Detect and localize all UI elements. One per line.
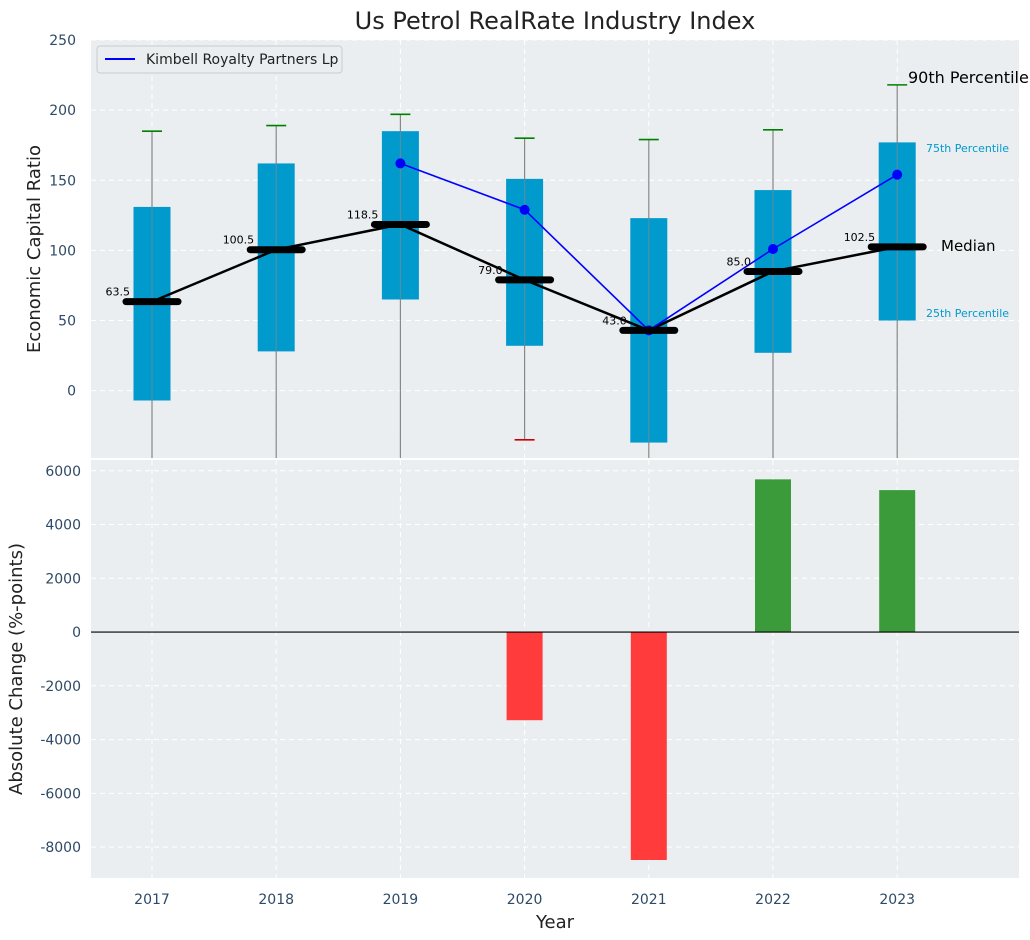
top-y-tick-label: 0 — [67, 384, 76, 400]
bottom-y-tick-label: -8000 — [40, 840, 81, 856]
series-point — [519, 204, 530, 215]
change-bar — [755, 479, 791, 633]
median-value-label: 118.5 — [347, 208, 379, 221]
x-tick-label: 2021 — [631, 892, 667, 908]
change-bar — [879, 490, 916, 633]
median-value-label: 43.0 — [602, 314, 627, 327]
series-point — [768, 244, 778, 254]
bottom-y-tick-label: -6000 — [40, 786, 81, 802]
top-y-tick-label: 250 — [49, 33, 76, 49]
x-tick-label: 2018 — [258, 892, 294, 908]
top-y-tick-label: 200 — [49, 103, 76, 119]
x-axis-label: Year — [535, 912, 575, 933]
annotation-90th: 90th Percentile — [908, 68, 1029, 87]
top-y-axis-label: Economic Capital Ratio — [24, 145, 45, 353]
bottom-y-tick-label: 6000 — [45, 464, 81, 480]
median-markers: 63.5 100.5 118.5 79.0 43.0 85.0 102.5 — [106, 208, 927, 334]
top-y-tick-label: 100 — [49, 243, 76, 259]
x-axis-ticks: 2017 2018 2019 2020 2021 2022 2023 — [134, 892, 915, 908]
legend-label: Kimbell Royalty Partners Lp — [146, 52, 339, 68]
x-tick-label: 2019 — [383, 892, 419, 908]
chart-title: Us Petrol RealRate Industry Index — [355, 7, 756, 35]
x-tick-label: 2017 — [134, 892, 170, 908]
annotation-25th: 25th Percentile — [926, 307, 1009, 320]
top-y-tick-label: 150 — [49, 173, 76, 189]
median-value-label: 102.5 — [844, 231, 876, 244]
median-value-label: 79.0 — [478, 264, 503, 277]
annotation-median: Median — [941, 237, 996, 255]
bottom-y-tick-label: 2000 — [45, 571, 81, 587]
bottom-y-tick-label: -2000 — [40, 679, 81, 695]
median-value-label: 100.5 — [223, 234, 255, 247]
x-tick-label: 2022 — [755, 892, 791, 908]
bottom-y-tick-label: 4000 — [45, 518, 81, 534]
series-point — [395, 158, 406, 169]
top-y-tick-label: 50 — [58, 314, 76, 330]
change-bar — [630, 632, 667, 860]
legend-frame — [96, 45, 343, 74]
bottom-y-axis-ticks: -8000 -6000 -4000 -2000 0 2000 4000 6000 — [40, 464, 81, 856]
x-tick-label: 2023 — [879, 892, 915, 908]
change-bar — [506, 632, 543, 721]
annotation-75th: 75th Percentile — [926, 142, 1009, 155]
bars — [506, 479, 916, 860]
median-value-label: 63.5 — [106, 286, 131, 299]
top-y-axis-ticks: 0 50 100 150 200 250 — [49, 33, 76, 400]
x-tick-label: 2020 — [507, 892, 543, 908]
series-point — [892, 169, 903, 180]
bottom-y-tick-label: -4000 — [40, 733, 81, 749]
bottom-y-tick-label: 0 — [72, 625, 81, 641]
legend: Kimbell Royalty Partners Lp — [96, 45, 343, 74]
median-value-label: 85.0 — [727, 255, 752, 268]
bottom-y-axis-label: Absolute Change (%-points) — [6, 543, 27, 795]
bottom-plot-area — [91, 460, 1019, 878]
